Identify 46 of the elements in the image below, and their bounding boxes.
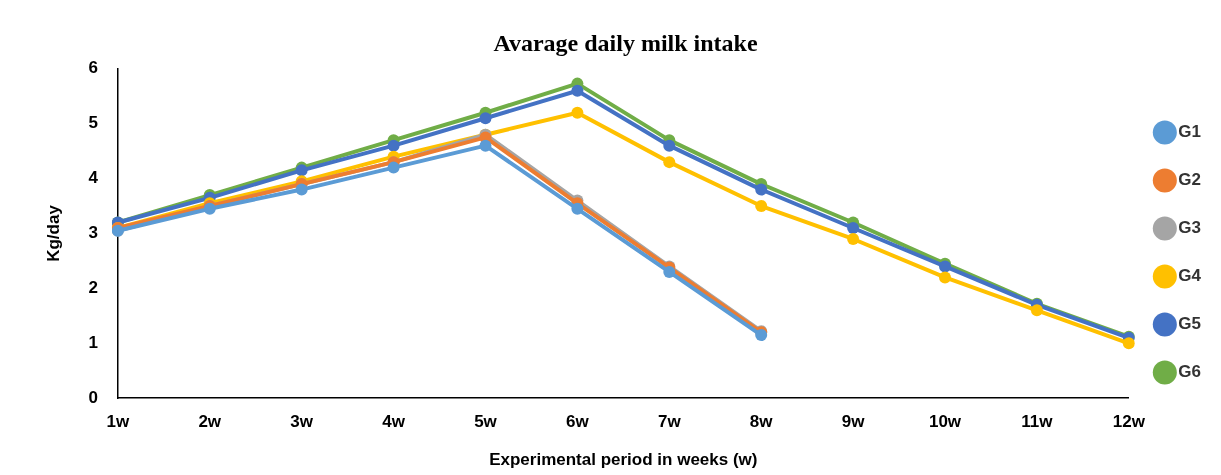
point bbox=[663, 156, 676, 169]
point bbox=[1030, 304, 1043, 317]
y-tick-label: 0 bbox=[88, 387, 98, 407]
x-tick-label: 4w bbox=[382, 412, 406, 432]
x-tick-label: 2w bbox=[198, 412, 222, 432]
x-tick-label: 9w bbox=[841, 412, 866, 432]
point bbox=[663, 265, 676, 278]
point bbox=[479, 112, 492, 125]
y-tick-label: 4 bbox=[88, 168, 99, 188]
point bbox=[1122, 337, 1135, 350]
x-axis-title: Experimental period in weeks (w) bbox=[489, 450, 758, 470]
x-tick-label: 5w bbox=[474, 412, 498, 432]
x-tick-label: 3w bbox=[290, 412, 314, 432]
x-tick-label: 8w bbox=[749, 412, 774, 432]
point bbox=[755, 183, 768, 196]
y-tick-label: 1 bbox=[88, 332, 98, 352]
point bbox=[663, 139, 676, 152]
y-tick-label: 2 bbox=[88, 278, 98, 298]
point bbox=[755, 200, 768, 213]
chart-title: Avarage daily milk intake bbox=[493, 29, 758, 56]
point bbox=[295, 183, 308, 196]
point bbox=[847, 232, 860, 245]
x-tick-label: 10w bbox=[928, 412, 962, 432]
point bbox=[939, 271, 952, 284]
legend-label: G5 bbox=[1178, 314, 1202, 334]
x-tick-label: 12w bbox=[1112, 412, 1146, 432]
y-tick-label: 6 bbox=[88, 58, 98, 78]
y-tick-label: 3 bbox=[88, 223, 98, 243]
x-tick-label: 1w bbox=[106, 412, 130, 432]
legend-label: G3 bbox=[1178, 218, 1202, 238]
point bbox=[571, 106, 584, 119]
point bbox=[387, 139, 400, 152]
legend-label: G4 bbox=[1178, 266, 1202, 286]
point bbox=[387, 161, 400, 174]
y-axis-title: Kg/day bbox=[43, 204, 63, 262]
x-tick-label: 6w bbox=[566, 412, 590, 432]
x-tick-label: 7w bbox=[657, 412, 682, 432]
point bbox=[479, 139, 492, 152]
legend-label: G6 bbox=[1178, 362, 1202, 382]
point bbox=[571, 202, 584, 215]
point bbox=[847, 222, 860, 235]
x-tick-label: 11w bbox=[1021, 412, 1054, 432]
y-tick-label: 5 bbox=[88, 113, 98, 133]
point bbox=[571, 84, 584, 97]
legend-label: G2 bbox=[1178, 170, 1202, 190]
legend-label: G1 bbox=[1178, 122, 1202, 142]
